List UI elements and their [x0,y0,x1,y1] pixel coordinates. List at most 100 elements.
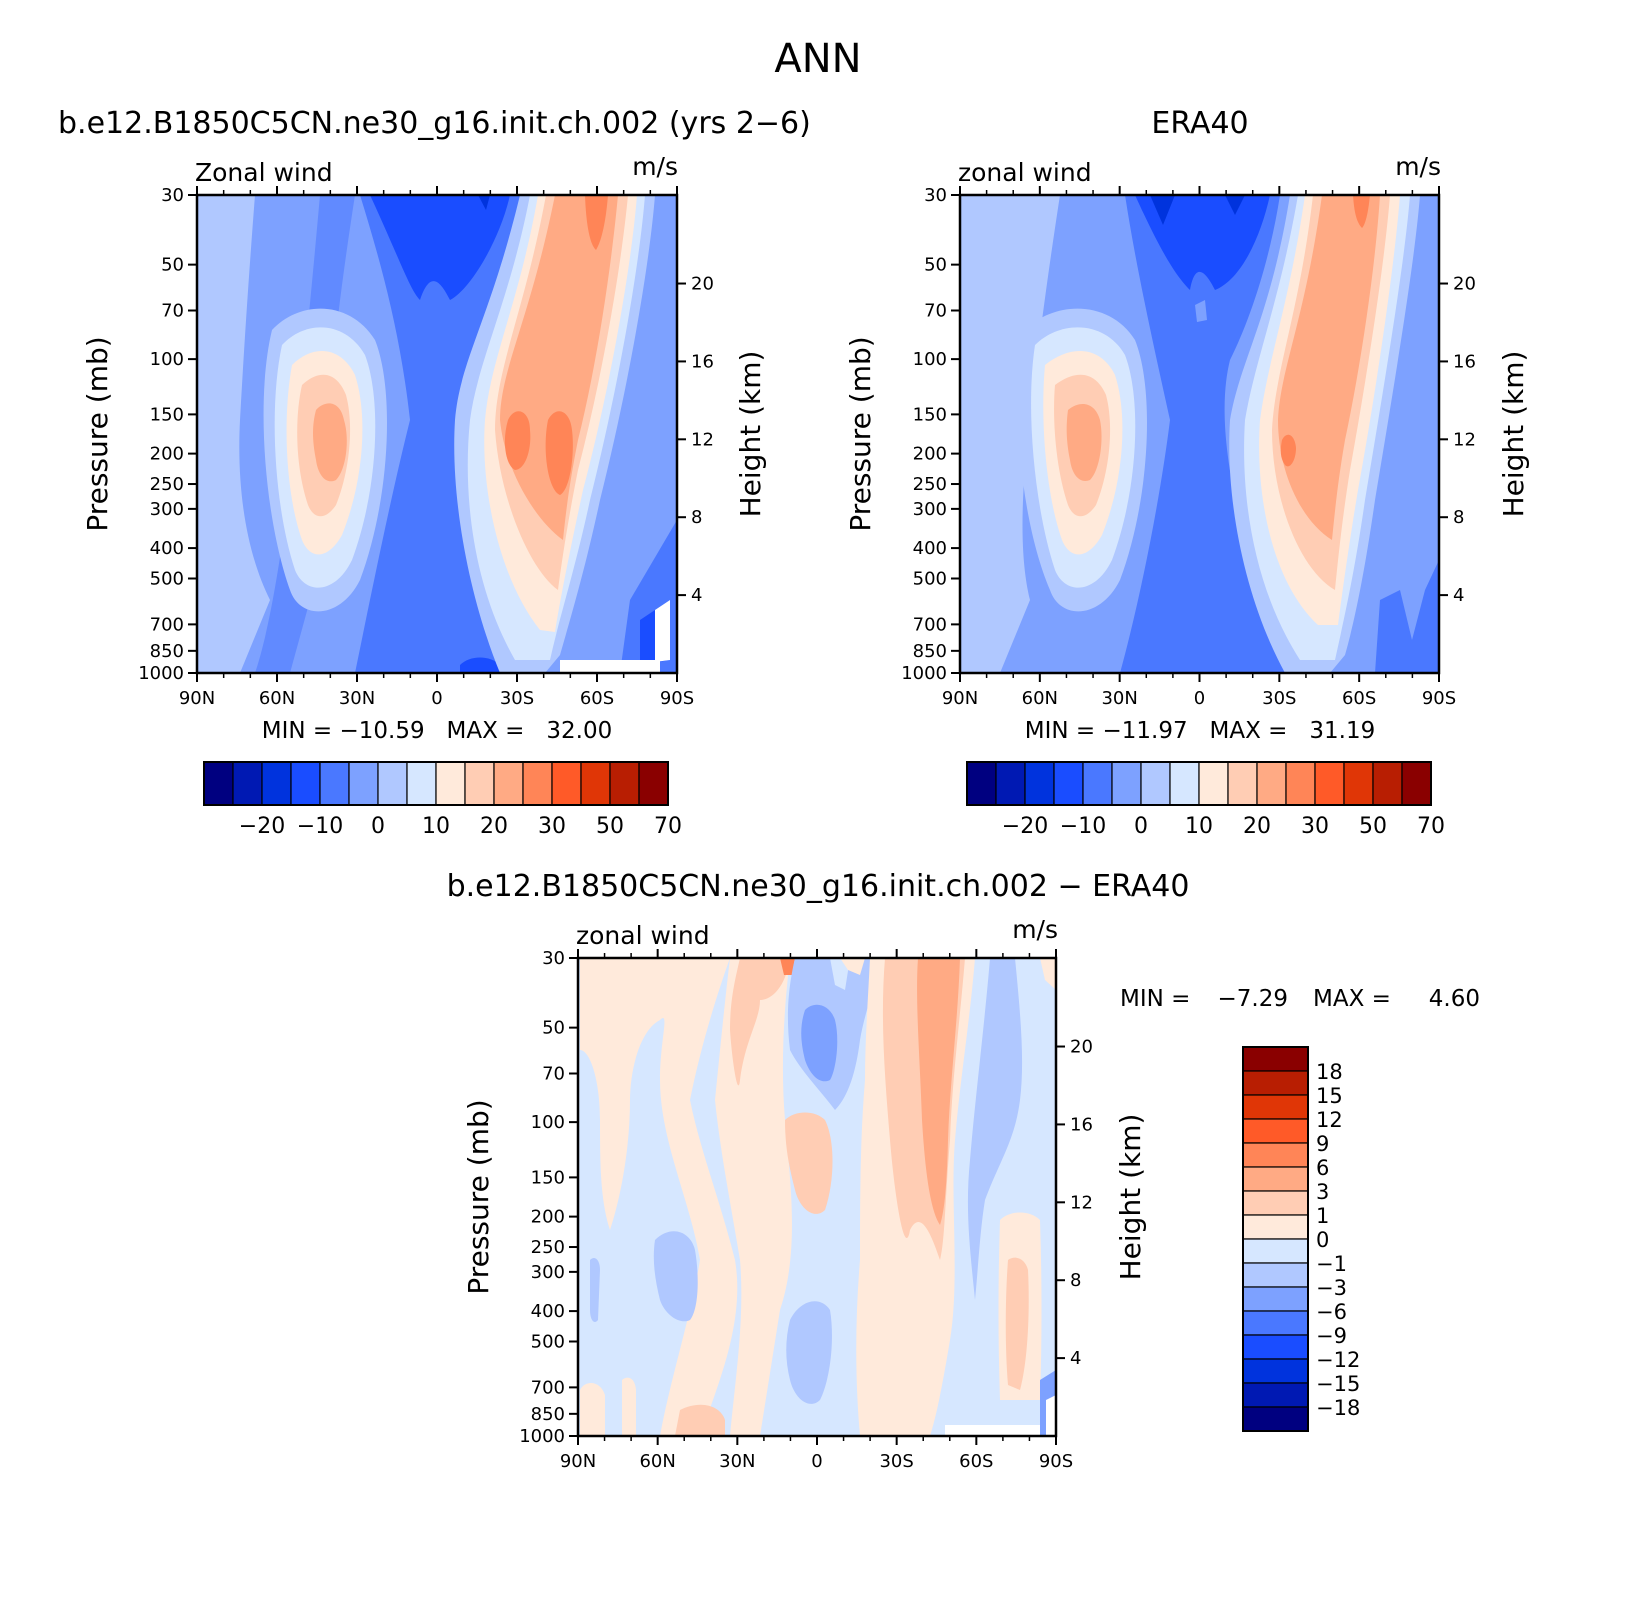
y-tick-label: 400 [531,1301,565,1322]
colorbar-label: 0 [1316,1228,1329,1252]
x-tick-label: 90N [942,688,978,709]
x-tick-label: 60N [639,1451,675,1472]
x-tick-label: 30N [719,1451,755,1472]
panel-diff-max-label: MAX = [1313,986,1391,1012]
y-right-tick-label: 8 [1453,507,1464,528]
y-tick-label: 150 [531,1167,565,1188]
colorbar-frame [203,761,669,806]
y-tick-label: 1000 [138,663,184,684]
y-tick-label: 200 [531,1207,565,1228]
y-tick-label: 100 [531,1112,565,1133]
x-tick-label: 90S [660,688,694,709]
panel-diff-min-label: MIN = [1120,986,1190,1012]
y-tick-label: 50 [924,255,947,276]
panel-era40-colorbar: −20 −10 0 10 20 30 50 70 [966,761,1445,839]
y-tick-label: 50 [542,1018,565,1039]
y-tick-label: 850 [531,1404,565,1425]
colorbar-label: 0 [1134,814,1148,839]
x-tick-label: 30N [1101,688,1137,709]
panel-era40-contours [960,195,1439,673]
colorbar-swatch [1256,761,1287,806]
y-tick-label: 300 [913,499,947,520]
colorbar-frame [966,761,1432,806]
y-right-tick-label: 4 [1453,585,1464,606]
colorbar-swatch [1242,1214,1309,1240]
panel-diff-axes: 90N 60N 30N 0 30S 60S 90S 30 50 70 100 150 200 250 300… [519,948,1093,1472]
colorbar-label: −10 [297,814,343,839]
colorbar-label: 30 [538,814,566,839]
x-tick-label: 60S [1342,688,1376,709]
panel-diff-ylabel-right: Height (km) [1114,1114,1147,1281]
colorbar-label: 70 [654,814,682,839]
panel-era40-ylabel: Pressure (mb) [844,336,877,531]
y-right-tick-label: 16 [1453,351,1476,372]
panel-era40-var-label: zonal wind [958,158,1092,187]
x-tick-label: 30N [339,688,375,709]
colorbar-swatch [1242,1262,1309,1288]
y-tick-label: 700 [150,614,184,635]
colorbar-label: 18 [1316,1060,1343,1084]
panel-model-axes: 90N 60N 30N 0 30S 60S 90S 30 50 70 100 150 200 250 300… [138,185,714,709]
y-tick-label: 50 [161,255,184,276]
y-tick-label: 30 [542,948,565,969]
colorbar-label: −15 [1316,1372,1360,1396]
colorbar-swatch [1242,1406,1309,1432]
y-tick-label: 70 [161,301,184,322]
x-tick-label: 0 [1194,688,1205,709]
x-tick-label: 90S [1422,688,1456,709]
colorbar-swatch [319,761,350,806]
y-right-tick-label: 20 [1070,1037,1093,1058]
y-tick-label: 200 [150,444,184,465]
colorbar-swatch [1242,1382,1309,1408]
y-right-tick-label: 16 [691,351,714,372]
colorbar-swatch [1242,1190,1309,1216]
colorbar-swatch [1242,1118,1309,1144]
colorbar-swatch [406,761,437,806]
colorbar-label: 12 [1316,1108,1343,1132]
y-tick-label: 300 [150,499,184,520]
colorbar-label: 15 [1316,1084,1343,1108]
colorbar-swatch [1242,1334,1309,1360]
y-right-tick-label: 16 [1070,1114,1093,1135]
colorbar-swatch [995,761,1026,806]
colorbar-swatch [261,761,292,806]
colorbar-label: 10 [422,814,450,839]
y-tick-label: 850 [913,641,947,662]
y-tick-label: 70 [924,301,947,322]
colorbar-swatch [1314,761,1345,806]
panel-model-stats: MIN = −10.59 MAX = 32.00 [262,718,612,744]
colorbar-swatch [464,761,495,806]
colorbar-label: −12 [1316,1348,1360,1372]
colorbar-label: 9 [1316,1132,1329,1156]
colorbar-swatch [638,761,669,806]
colorbar-label: 30 [1301,814,1329,839]
y-right-tick-label: 8 [1070,1270,1081,1291]
colorbar-label: −18 [1316,1396,1360,1420]
colorbar-frame [1242,1046,1309,1432]
y-tick-label: 150 [150,404,184,425]
colorbar-swatch [1242,1070,1309,1096]
panel-era40-ylabel-right: Height (km) [1497,351,1530,518]
panel-model-contours [197,195,677,673]
colorbar-swatch [1285,761,1316,806]
colorbar-swatch [290,761,321,806]
colorbar-label: 6 [1316,1156,1329,1180]
panel-era40-units: m/s [1395,152,1441,181]
colorbar-swatch [609,761,640,806]
panel-diff-ylabel: Pressure (mb) [462,1099,495,1294]
panel-era40-stats: MIN = −11.97 MAX = 31.19 [1025,718,1375,744]
panel-model: b.e12.B1850C5CN.ne30_g16.init.ch.002 (yr… [58,106,811,839]
y-tick-label: 400 [150,538,184,559]
colorbar-label: −10 [1060,814,1106,839]
y-right-tick-label: 12 [1453,429,1476,450]
y-tick-label: 300 [531,1262,565,1283]
colorbar-swatch [1242,1166,1309,1192]
y-tick-label: 1000 [519,1426,565,1447]
y-tick-label: 100 [913,349,947,370]
colorbar-label: 3 [1316,1180,1329,1204]
colorbar-label: −20 [1002,814,1048,839]
colorbar-swatch [1401,761,1432,806]
colorbar-swatch [522,761,553,806]
